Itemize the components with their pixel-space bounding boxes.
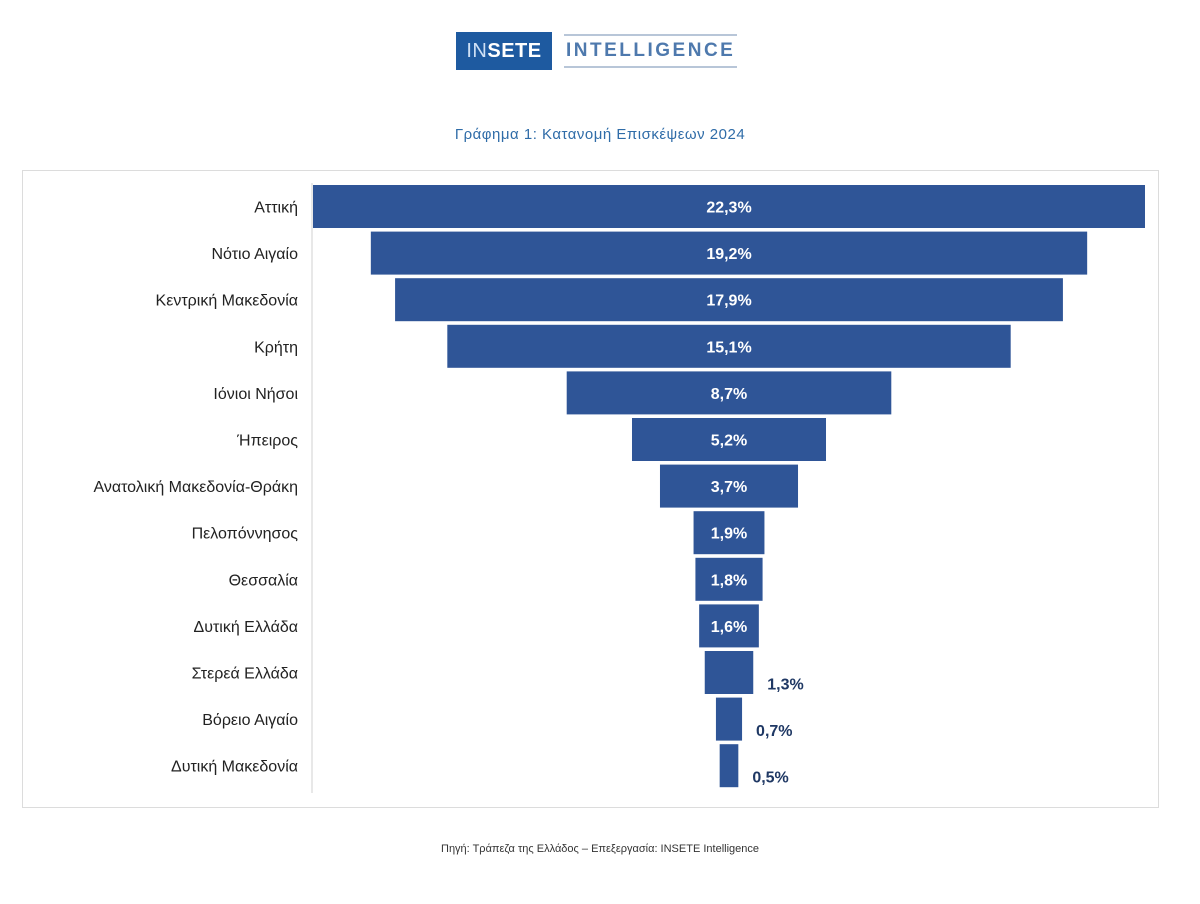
funnel-bar	[693, 511, 765, 555]
funnel-bar	[631, 418, 827, 461]
data-label: 1,3%	[767, 677, 803, 694]
chart-frame	[22, 170, 1159, 808]
funnel-bar	[447, 324, 1011, 368]
category-label: Κρήτη	[254, 339, 298, 356]
category-label: Ανατολική Μακεδονία-Θράκη	[93, 479, 298, 496]
category-label: Πελοπόννησος	[192, 526, 299, 543]
category-label: Δυτική Μακεδονία	[171, 759, 298, 776]
category-label: Αττική	[254, 200, 298, 217]
data-label: 0,7%	[756, 723, 792, 740]
category-label: Δυτική Ελλάδα	[194, 619, 299, 636]
data-label: 17,9%	[706, 293, 751, 310]
category-label: Ιόνιοι Νήσοι	[213, 386, 298, 403]
funnel-bar	[695, 557, 763, 601]
category-label: Βόρειο Αιγαίο	[202, 712, 298, 729]
category-label: Ήπειρος	[236, 433, 298, 450]
funnel-bar	[715, 697, 743, 741]
funnel-bar	[659, 464, 799, 508]
category-label: Στερεά Ελλάδα	[192, 666, 298, 683]
funnel-bar	[704, 651, 754, 694]
category-label: Νότιο Αιγαίο	[212, 246, 299, 263]
data-label: 1,8%	[711, 572, 747, 589]
logo-intelligence: INTELLIGENCE	[564, 34, 738, 68]
data-label: 19,2%	[706, 246, 751, 263]
funnel-bar	[699, 604, 759, 648]
category-label: Θεσσαλία	[229, 572, 298, 589]
funnel-bar	[566, 371, 892, 415]
funnel-bar	[719, 744, 739, 788]
data-label: 1,6%	[711, 619, 747, 636]
data-label: 1,9%	[711, 526, 747, 543]
data-label: 3,7%	[711, 479, 747, 496]
data-label: 8,7%	[711, 386, 747, 403]
chart-title: Γράφημα 1: Κατανομή Επισκέψεων 2024	[454, 126, 746, 143]
data-label: 15,1%	[706, 339, 751, 356]
logo-sete: SETE	[487, 39, 542, 62]
data-label: 22,3%	[706, 200, 751, 217]
funnel-bar	[370, 231, 1088, 275]
data-label: 5,2%	[711, 433, 747, 450]
source-footer: Πηγή: Τράπεζα της Ελλάδος – Επεξεργασία:…	[441, 843, 759, 855]
logo-box: IN SETE	[456, 32, 552, 70]
funnel-bar	[313, 185, 1145, 228]
insete-intelligence-logo: IN SETE INTELLIGENCE	[456, 32, 738, 70]
logo-in: IN	[466, 39, 488, 62]
category-label: Κεντρική Μακεδονία	[156, 293, 298, 310]
funnel-bar	[395, 278, 1063, 322]
data-label: 0,5%	[752, 770, 788, 787]
